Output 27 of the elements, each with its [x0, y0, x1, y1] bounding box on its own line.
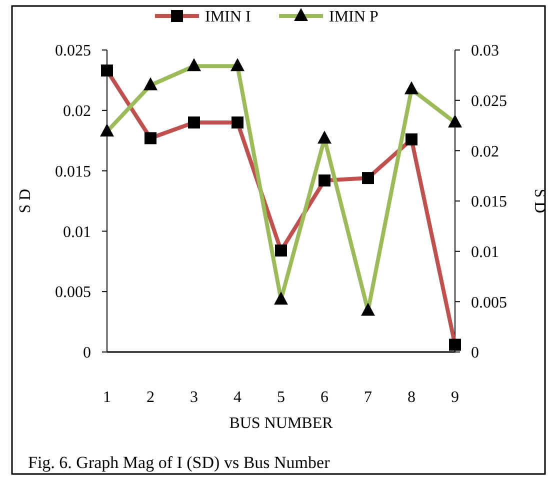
y-tick-label: 0.01 — [63, 224, 91, 241]
y2-tick-label: 0.005 — [471, 294, 507, 312]
x-tick-label: 1 — [103, 389, 111, 406]
x-axis-title: BUS NUMBER — [229, 415, 334, 432]
y-tick-label: 0.02 — [63, 103, 91, 120]
x-tick-label: 8 — [408, 389, 416, 406]
x-tick-label: 4 — [234, 389, 242, 406]
y2-tick-label: 0.03 — [471, 42, 499, 60]
x-tick-label: 7 — [364, 389, 372, 406]
y-axis-title: S D — [17, 188, 34, 214]
x-tick-label: 9 — [451, 389, 459, 406]
y-tick-label: 0 — [83, 344, 91, 362]
caption: Fig. 6. Graph Mag of I (SD) vs Bus Number — [28, 453, 330, 472]
y2-tick-label: 0.025 — [471, 92, 507, 110]
x-tick-label: 3 — [190, 389, 198, 406]
y-tick-label: 0.015 — [55, 163, 91, 180]
x-tick-label: 5 — [277, 389, 285, 406]
y-tick-label: 0.005 — [55, 284, 91, 302]
y2-tick-label: 0 — [471, 344, 479, 362]
x-tick-label: 2 — [146, 389, 154, 406]
y2-tick-label: 0.02 — [471, 143, 499, 160]
x-tick-label: 6 — [320, 389, 328, 406]
y2-tick-label: 0.01 — [471, 244, 499, 261]
y-tick-label: 0.025 — [55, 42, 91, 60]
legend-label: IMIN P — [329, 8, 378, 26]
legend-label: IMIN I — [205, 8, 251, 26]
y2-tick-label: 0.015 — [471, 194, 507, 211]
